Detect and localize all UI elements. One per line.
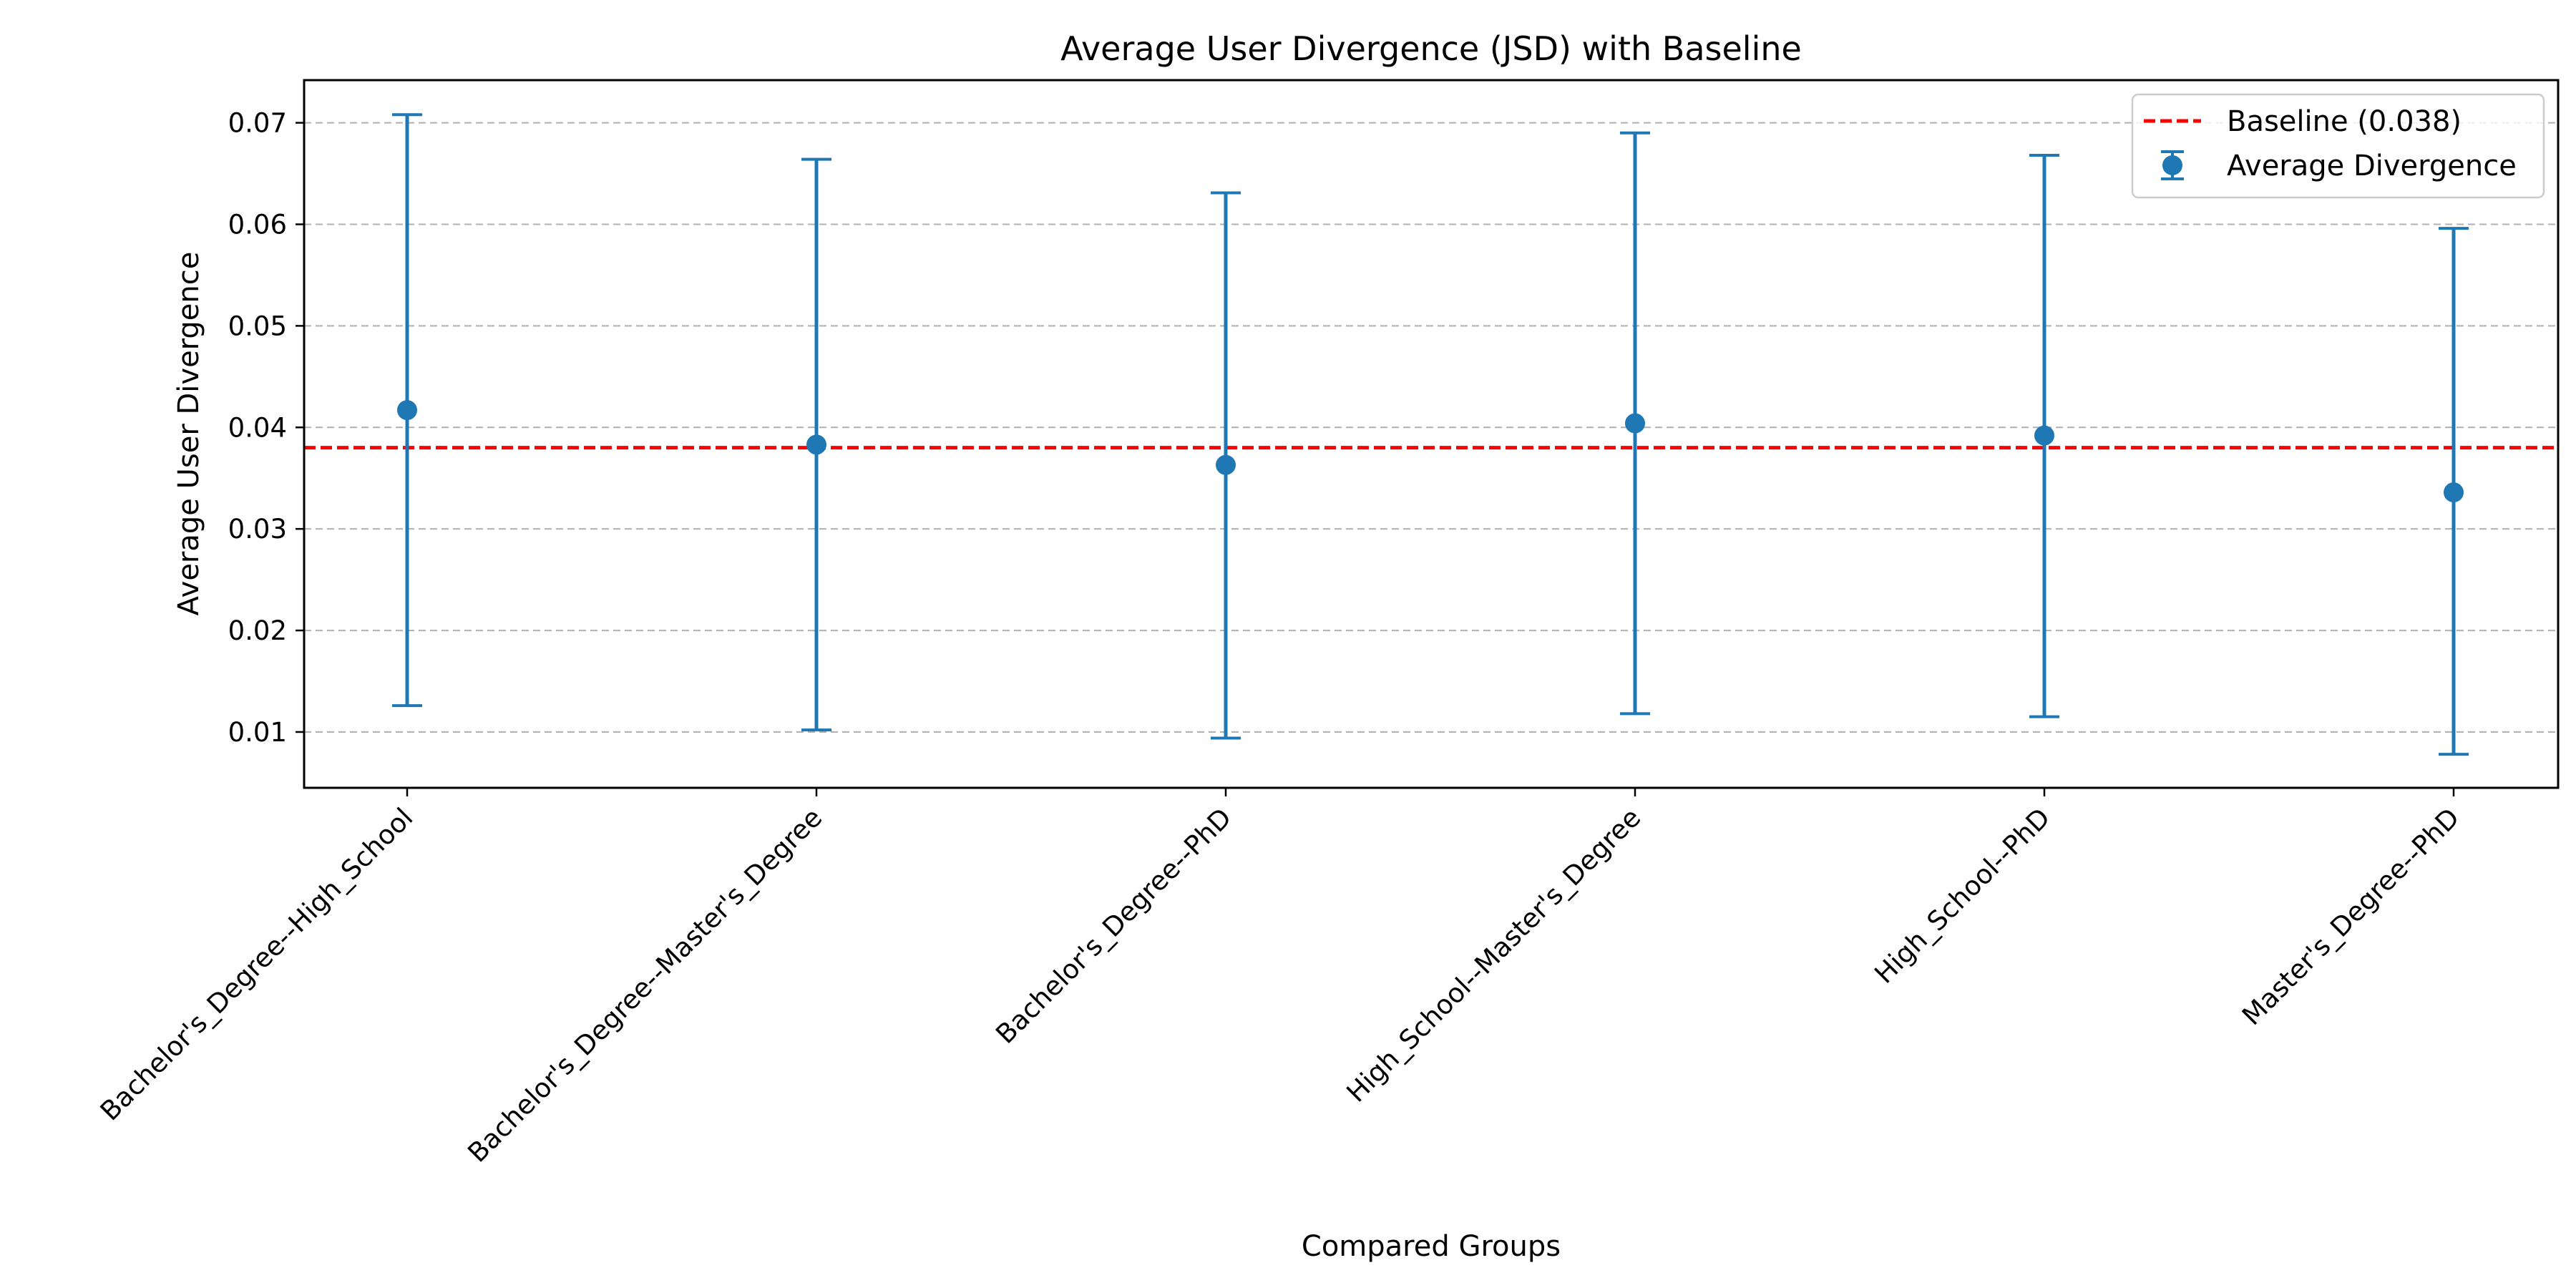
data-point xyxy=(2444,482,2464,503)
x-axis: Bachelor's_Degree--High_School Bachelor's… xyxy=(94,788,2465,1169)
y-axis: 0.01 0.02 0.03 0.04 0.05 0.06 0.07 xyxy=(228,108,304,748)
legend-series-label: Average Divergence xyxy=(2227,150,2517,182)
x-tick-label: High_School--PhD xyxy=(1869,802,2057,990)
y-tick-label: 0.06 xyxy=(228,209,287,240)
data-point xyxy=(2034,425,2054,446)
x-tick-label: High_School--Master's_Degree xyxy=(1341,802,1647,1108)
chart-title: Average User Divergence (JSD) with Basel… xyxy=(1060,29,1802,68)
x-tick-label: Bachelor's_Degree--High_School xyxy=(94,802,419,1127)
y-tick-label: 0.04 xyxy=(228,412,287,443)
legend-baseline-label: Baseline (0.038) xyxy=(2227,105,2462,138)
y-tick-label: 0.01 xyxy=(228,717,287,748)
legend-frame xyxy=(2131,93,2545,199)
data-point xyxy=(397,400,417,421)
plot-frame xyxy=(303,79,2560,789)
x-tick-label: Master's_Degree--PhD xyxy=(2236,802,2465,1031)
x-tick-label: Bachelor's_Degree--Master's_Degree xyxy=(462,802,828,1169)
y-tick-label: 0.07 xyxy=(228,108,287,139)
legend-marker xyxy=(2162,155,2182,175)
y-tick-label: 0.05 xyxy=(228,311,287,341)
y-tick-label: 0.03 xyxy=(228,514,287,545)
y-tick-label: 0.02 xyxy=(228,615,287,646)
data-point xyxy=(806,434,826,455)
error-bars xyxy=(392,113,2469,756)
gridlines xyxy=(304,122,2558,733)
x-axis-label: Compared Groups xyxy=(1302,1230,1561,1263)
data-point xyxy=(1625,413,1645,434)
x-tick-label: Bachelor's_Degree--PhD xyxy=(990,802,1237,1050)
y-axis-label: Average User Divergence xyxy=(172,252,205,616)
legend-series-swatch xyxy=(2161,150,2184,180)
legend: Baseline (0.038) Average Divergence xyxy=(2131,93,2545,199)
data-point xyxy=(1216,454,1236,475)
